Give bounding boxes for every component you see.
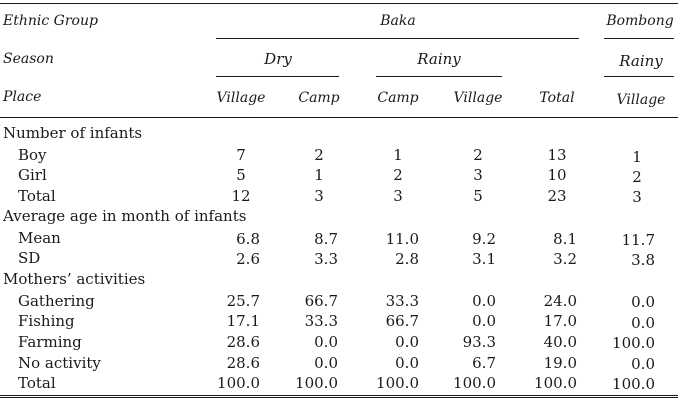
baka-underline — [216, 38, 579, 39]
cell: 10 — [547, 166, 567, 184]
top-rule — [0, 3, 678, 4]
ethnic-group-label: Ethnic Group — [3, 13, 98, 29]
bottom-rule-b — [0, 397, 678, 398]
cell: 0.0 — [395, 354, 419, 372]
cell: 3 — [632, 188, 642, 206]
col-header-village-dry: Village — [216, 90, 266, 106]
cell: 40.0 — [543, 333, 577, 351]
bottom-rule-a — [0, 395, 678, 396]
cell: 1 — [314, 166, 324, 184]
cell: 0.0 — [631, 293, 655, 311]
bombong-underline — [604, 38, 674, 39]
cell: 17.1 — [226, 312, 260, 330]
cell: 33.3 — [304, 312, 338, 330]
cell: 3 — [473, 166, 483, 184]
cell: 100.0 — [453, 374, 496, 392]
cell: 100.0 — [534, 374, 577, 392]
rainy-baka-underline — [376, 76, 502, 77]
cell: 0.0 — [395, 333, 419, 351]
cell: 3.8 — [631, 251, 655, 269]
col-header-camp-dry: Camp — [298, 90, 340, 106]
dry-header: Dry — [264, 50, 292, 68]
cell: 28.6 — [226, 333, 260, 351]
cell: 23 — [547, 187, 567, 205]
cell: 66.7 — [385, 312, 419, 330]
row-label: Girl — [18, 166, 47, 184]
cell: 11.7 — [621, 231, 655, 249]
cell: 0.0 — [314, 333, 338, 351]
cell: 2 — [314, 146, 324, 164]
cell: 13 — [547, 146, 567, 164]
row-label: Gathering — [18, 292, 95, 310]
cell: 0.0 — [631, 314, 655, 332]
rainy-bombong-underline — [604, 76, 674, 77]
cell: 93.3 — [462, 333, 496, 351]
cell: 11.0 — [385, 230, 419, 248]
cell: 25.7 — [226, 292, 260, 310]
col-header-total: Total — [539, 90, 575, 106]
cell: 9.2 — [472, 230, 496, 248]
cell: 12 — [231, 187, 251, 205]
row-label: Total — [18, 187, 56, 205]
cell: 100.0 — [376, 374, 419, 392]
row-label: Total — [18, 374, 56, 392]
col-header-camp-rainy: Camp — [377, 90, 419, 106]
section-title-infants: Number of infants — [3, 124, 143, 142]
cell: 2 — [632, 168, 642, 186]
row-label: No activity — [18, 354, 101, 372]
cell: 100.0 — [612, 375, 655, 393]
row-label: SD — [18, 249, 41, 267]
cell: 5 — [473, 187, 483, 205]
cell: 24.0 — [543, 292, 577, 310]
cell: 8.1 — [553, 230, 577, 248]
cell: 0.0 — [631, 355, 655, 373]
place-label: Place — [3, 89, 42, 105]
cell: 8.7 — [314, 230, 338, 248]
cell: 0.0 — [472, 312, 496, 330]
cell: 1 — [632, 148, 642, 166]
cell: 33.3 — [385, 292, 419, 310]
cell: 2.6 — [236, 250, 260, 268]
cell: 100.0 — [217, 374, 260, 392]
cell: 66.7 — [304, 292, 338, 310]
cell: 17.0 — [543, 312, 577, 330]
dry-underline — [216, 76, 339, 77]
cell: 2 — [473, 146, 483, 164]
cell: 0.0 — [314, 354, 338, 372]
row-label: Fishing — [18, 312, 75, 330]
rainy-baka-header: Rainy — [417, 50, 461, 68]
bombong-header: Bombong — [606, 13, 674, 29]
cell: 100.0 — [295, 374, 338, 392]
col-header-village-bombong: Village — [616, 92, 666, 108]
cell: 19.0 — [543, 354, 577, 372]
cell: 5 — [236, 166, 246, 184]
row-label: Boy — [18, 146, 47, 164]
cell: 100.0 — [612, 334, 655, 352]
section-title-mothers-activities: Mothers’ activities — [3, 270, 146, 288]
section-title-average-age: Average age in month of infants — [3, 207, 247, 225]
cell: 3.3 — [314, 250, 338, 268]
baka-header: Baka — [380, 13, 416, 29]
row-label: Farming — [18, 333, 82, 351]
cell: 3 — [314, 187, 324, 205]
cell: 6.8 — [236, 230, 260, 248]
cell: 3.2 — [553, 250, 577, 268]
cell: 6.7 — [472, 354, 496, 372]
col-header-village-rainy: Village — [453, 90, 503, 106]
cell: 28.6 — [226, 354, 260, 372]
rainy-bombong-header: Rainy — [619, 52, 663, 70]
row-label: Mean — [18, 229, 61, 247]
cell: 1 — [393, 146, 403, 164]
header-bottom-rule — [0, 117, 678, 118]
cell: 2.8 — [395, 250, 419, 268]
cell: 7 — [236, 146, 246, 164]
cell: 2 — [393, 166, 403, 184]
cell: 0.0 — [472, 292, 496, 310]
season-label: Season — [3, 51, 54, 67]
cell: 3.1 — [472, 250, 496, 268]
cell: 3 — [393, 187, 403, 205]
